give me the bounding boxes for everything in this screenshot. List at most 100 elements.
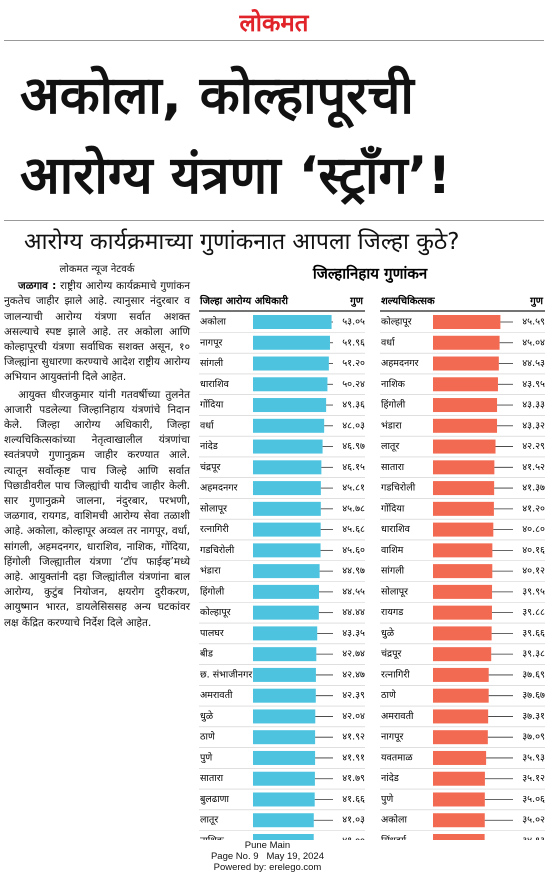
value-label: ४६.१५ <box>342 462 365 473</box>
value-label: ४१.९१ <box>342 752 365 763</box>
value-label: ४२.४७ <box>342 669 365 680</box>
category-label: गडचिरोली <box>200 544 235 556</box>
bar <box>433 315 501 329</box>
value-label: ४२.०४ <box>342 711 365 722</box>
category-label: हिंगोली <box>381 399 406 411</box>
bar <box>433 667 489 682</box>
category-label: चंद्रपूर <box>200 462 221 473</box>
category-label: ठाणे <box>200 731 215 743</box>
value-label: ४४.९७ <box>342 566 365 577</box>
value-label: ३७.३१ <box>522 711 545 722</box>
value-label: ४१.५२ <box>522 462 545 473</box>
bar <box>433 750 487 765</box>
value-label: ४०.८० <box>522 524 545 535</box>
category-label: कोल्हापूर <box>381 316 413 328</box>
value-label: ४१.९२ <box>342 732 365 743</box>
bar <box>433 584 493 599</box>
bar <box>433 439 496 454</box>
bar <box>433 543 493 558</box>
value-label: ३७.६९ <box>522 669 545 680</box>
bar <box>433 688 489 703</box>
value-label: ३४.९३ <box>522 836 545 841</box>
category-label: सिंधुदुर्ग <box>381 835 407 841</box>
category-label: लातूर <box>381 441 400 452</box>
paragraph: आयुक्त धीरजकुमार यांनी गतवर्षीच्या तुलने… <box>4 388 190 629</box>
bar <box>433 771 485 786</box>
category-label: छ. संभाजीनगर <box>200 668 253 680</box>
category-label: हिंगोली <box>200 585 225 597</box>
bar <box>433 626 492 641</box>
value-label: ५१.९६ <box>342 337 365 348</box>
bar <box>433 398 498 413</box>
value-label: ४६.९७ <box>342 441 365 452</box>
bar <box>253 771 315 786</box>
value-label: ४३.३३ <box>522 400 545 411</box>
category-label: वर्धा <box>200 419 215 431</box>
column-header: जिल्हा आरोग्य अधिकारी <box>199 294 288 307</box>
category-label: सोलापूर <box>381 585 409 597</box>
bar <box>253 813 314 828</box>
value-label: ४५.७८ <box>342 503 365 514</box>
bar <box>253 605 319 620</box>
category-label: अमरावती <box>381 710 414 722</box>
bar <box>433 792 485 807</box>
category-label: गडचिरोली <box>381 482 416 494</box>
bar <box>253 709 316 724</box>
value-label: ४९.३६ <box>342 400 365 411</box>
value-label: ४५.८१ <box>342 483 365 494</box>
value-label: ३९.८८ <box>522 607 545 618</box>
value-label: ४०.१६ <box>522 545 545 556</box>
category-label: नांदेड <box>381 772 400 784</box>
category-label: वर्धा <box>381 336 396 348</box>
category-label: नागपूर <box>200 337 223 348</box>
bar <box>433 501 494 516</box>
bar <box>253 626 318 641</box>
bar <box>253 439 323 454</box>
bar <box>253 543 321 558</box>
rule <box>4 220 544 221</box>
category-label: रत्नागिरी <box>200 523 229 535</box>
category-label: रायगड <box>381 607 404 618</box>
value-label: ३७.०९ <box>522 732 545 743</box>
bar <box>253 647 317 662</box>
bar <box>253 522 321 537</box>
value-label: ५०.२४ <box>342 379 365 390</box>
date: May 19, 2024 <box>266 851 325 862</box>
category-label: पुणे <box>200 751 212 763</box>
dateline: जळगाव : <box>18 280 57 293</box>
bar <box>433 418 498 433</box>
bar <box>433 730 488 745</box>
value-label: ४१.३७ <box>522 483 545 494</box>
category-label: सोलापूर <box>200 502 228 514</box>
value-label: ४५.५९ <box>522 317 545 328</box>
footer: Pune Main Page No. 9 May 19, 2024 Powere… <box>0 840 535 873</box>
bar <box>253 315 332 329</box>
bar <box>253 792 315 807</box>
category-label: सांगली <box>200 357 224 369</box>
value-label: ४३.९५ <box>522 379 545 390</box>
value-label: ४५.६० <box>342 545 365 556</box>
category-label: रत्नागिरी <box>381 668 410 680</box>
bar <box>433 709 489 724</box>
bar <box>253 335 330 350</box>
value-label: ३९.६६ <box>522 628 545 639</box>
edition: Pune Main <box>244 840 291 851</box>
category-label: चंद्रपूर <box>381 649 402 660</box>
value-label: ५१.२० <box>342 358 365 369</box>
bar <box>253 667 316 682</box>
subheadline: आरोग्य कार्यक्रमाच्या गुणांकनात आपला जिल… <box>24 229 460 255</box>
bar <box>253 460 322 475</box>
category-label: बीड <box>200 648 214 660</box>
bar <box>433 834 485 840</box>
category-label: भंडारा <box>381 420 402 431</box>
value-label: ३५.९३ <box>522 752 545 763</box>
bar <box>253 584 319 599</box>
bar <box>433 481 495 496</box>
category-label: वाशिम <box>381 544 404 556</box>
category-label: भंडारा <box>200 566 221 577</box>
value-label: ४५.६८ <box>342 524 365 535</box>
value-label: ३५.०६ <box>522 794 545 805</box>
bar <box>433 335 500 350</box>
page-date: Page No. 9 May 19, 2024 <box>0 851 535 862</box>
value-label: ३७.६७ <box>522 690 545 701</box>
